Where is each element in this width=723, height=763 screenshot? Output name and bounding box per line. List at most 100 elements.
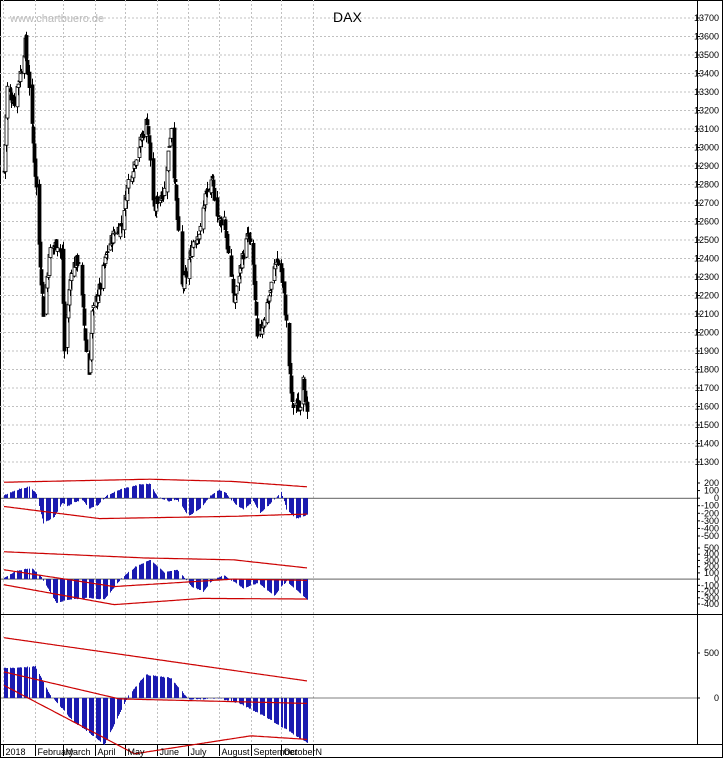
candle-body [255, 318, 260, 337]
candle [84, 332, 89, 353]
y-tick-label: -400 [701, 599, 719, 609]
y-tick-label: 13200 [694, 106, 719, 116]
mid-band-line [3, 569, 308, 588]
y-tick-label: 11800 [695, 365, 719, 375]
candle [305, 396, 310, 419]
y-tick-label: 500 [704, 648, 719, 658]
candle-body [12, 96, 17, 106]
candle-body [289, 375, 294, 394]
candle-body [176, 216, 181, 231]
x-month-label: February [38, 747, 75, 757]
candle-body [226, 245, 231, 254]
candle [254, 301, 259, 316]
y-tick-label: 11700 [695, 383, 719, 393]
candle [82, 305, 87, 330]
y-tick-label: 400 [704, 549, 719, 559]
candle [255, 314, 260, 339]
candle [62, 295, 67, 359]
candle-body [251, 242, 256, 265]
candle-body [198, 225, 203, 232]
candle-body [145, 119, 150, 126]
y-tick-label: 12500 [694, 235, 719, 245]
y-tick-label: 11300 [695, 457, 719, 467]
candle [34, 176, 39, 196]
candle [284, 307, 289, 328]
candle [122, 203, 127, 239]
lower-band-line [3, 684, 308, 755]
candle [173, 172, 178, 188]
candle [197, 233, 202, 244]
candle-body [269, 281, 274, 290]
candle [269, 281, 274, 297]
upper-band-line [3, 551, 308, 569]
y-tick-label: -100 [701, 580, 719, 590]
x-month-label: June [160, 747, 180, 757]
candle-body [76, 262, 81, 264]
candle [229, 248, 234, 278]
watermark: www.chartbuero.de [9, 13, 104, 25]
candle [27, 64, 32, 96]
candle [201, 200, 206, 234]
candle-body [126, 179, 131, 189]
y-tick-label: 12300 [694, 272, 719, 282]
candle-body [5, 85, 10, 119]
candle-body [223, 219, 228, 231]
y-tick-label: 13600 [694, 32, 719, 42]
candle-body [265, 302, 270, 324]
candle [134, 159, 139, 169]
y-tick-label: 12800 [694, 180, 719, 190]
candle-body [98, 283, 103, 290]
candle [111, 226, 116, 244]
candle [55, 247, 60, 257]
candle-body [237, 275, 242, 284]
y-tick-label: 13100 [694, 124, 719, 134]
x-month-label: 2018 [6, 747, 26, 757]
candle [91, 302, 96, 316]
candle-body [30, 84, 35, 124]
candle-body [41, 296, 46, 317]
candle-body [229, 255, 234, 277]
candle [291, 402, 296, 415]
candle-body [16, 83, 21, 88]
candle-body [169, 128, 174, 139]
candle-body [81, 294, 86, 308]
candle [18, 65, 23, 88]
candle-body [253, 280, 258, 301]
candle-body [147, 135, 152, 144]
x-month-label: April [98, 747, 116, 757]
candle-body [134, 159, 139, 166]
y-tick-label: 11500 [695, 420, 719, 430]
candle-body [290, 391, 295, 402]
y-tick-label: 11600 [695, 402, 719, 412]
candle-body [19, 72, 24, 75]
candle-body [282, 281, 287, 294]
candle-body [241, 254, 246, 260]
y-tick-label: 500 [704, 543, 719, 553]
y-tick-label: 13300 [694, 87, 719, 97]
candle [48, 244, 53, 259]
candle [69, 269, 74, 289]
y-tick-label: 11400 [695, 439, 719, 449]
candle [198, 222, 203, 236]
y-tick-label: 100 [704, 568, 719, 578]
y-tick-label: 12400 [694, 254, 719, 264]
candle [145, 113, 150, 126]
upper-band-line [3, 637, 308, 682]
candle-body [216, 215, 221, 217]
candle-body [180, 231, 185, 285]
candle-body [55, 247, 60, 252]
candle-body [205, 188, 210, 192]
candle-body [80, 264, 85, 296]
candle-body [201, 207, 206, 230]
candle-body [38, 241, 43, 268]
candle [267, 293, 272, 310]
candle [251, 239, 256, 266]
candle-body [298, 406, 303, 411]
candle [166, 150, 171, 173]
candle [205, 181, 210, 198]
candle [33, 158, 38, 180]
candle-body [27, 71, 32, 88]
candle-body [48, 247, 53, 258]
